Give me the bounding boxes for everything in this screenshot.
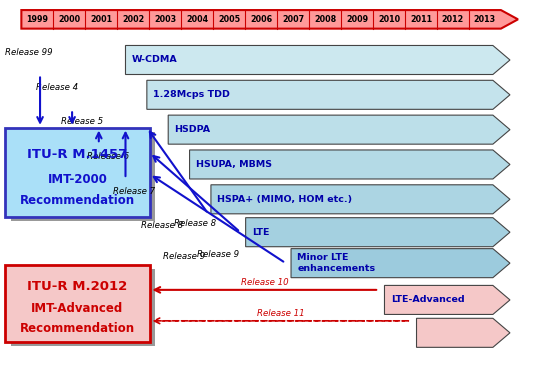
Polygon shape [147,80,510,109]
Text: 2011: 2011 [410,15,432,24]
Text: 2003: 2003 [154,15,176,24]
Text: 2012: 2012 [442,15,464,24]
Text: Release 9: Release 9 [197,250,239,259]
Text: 2001: 2001 [90,15,112,24]
Text: Recommendation: Recommendation [20,194,135,207]
Text: 2013: 2013 [474,15,496,24]
Polygon shape [417,318,510,348]
Text: 2009: 2009 [346,15,368,24]
Text: 2005: 2005 [218,15,240,24]
Text: 1.28Mcps TDD: 1.28Mcps TDD [153,90,230,99]
Text: Release 10: Release 10 [240,278,288,287]
Text: Release 8: Release 8 [141,221,183,230]
Polygon shape [384,286,510,314]
Text: Release 4: Release 4 [36,82,78,92]
Text: Release 7: Release 7 [113,187,155,196]
Text: 2004: 2004 [186,15,208,24]
Text: 2000: 2000 [58,15,81,24]
Text: LTE: LTE [252,228,270,237]
Text: ITU-R M.1457: ITU-R M.1457 [27,148,128,161]
Text: HSPA+ (MIMO, HOM etc.): HSPA+ (MIMO, HOM etc.) [217,195,352,204]
Polygon shape [125,46,510,74]
Text: Recommendation: Recommendation [20,322,135,335]
Polygon shape [246,217,510,247]
Text: 2008: 2008 [314,15,336,24]
Text: Release 8: Release 8 [174,219,216,228]
Text: Release 9: Release 9 [163,252,205,261]
Polygon shape [211,185,510,214]
Text: Minor LTE
enhancements: Minor LTE enhancements [297,253,375,273]
Text: Release 6: Release 6 [87,152,129,161]
Text: HSUPA, MBMS: HSUPA, MBMS [196,160,272,169]
Polygon shape [21,10,518,29]
Bar [5,128,150,217]
Text: W-CDMA: W-CDMA [132,55,178,65]
Polygon shape [291,249,510,278]
Text: Release 11: Release 11 [256,309,304,318]
Text: IMT-Advanced: IMT-Advanced [32,302,123,315]
Bar [11,269,155,346]
Polygon shape [190,150,510,179]
Text: Release 5: Release 5 [61,117,104,127]
Text: LTE-Advanced: LTE-Advanced [391,295,465,305]
Text: ITU-R M.2012: ITU-R M.2012 [27,280,128,293]
Text: Release 99: Release 99 [5,48,53,57]
Text: 2010: 2010 [378,15,400,24]
Text: 2007: 2007 [282,15,304,24]
Bar [11,132,155,221]
Polygon shape [168,115,510,144]
Text: IMT-2000: IMT-2000 [48,173,107,186]
Bar [5,265,150,342]
Text: 1999: 1999 [26,15,49,24]
Text: 2006: 2006 [250,15,272,24]
Text: HSDPA: HSDPA [175,125,211,134]
Text: 2002: 2002 [122,15,144,24]
